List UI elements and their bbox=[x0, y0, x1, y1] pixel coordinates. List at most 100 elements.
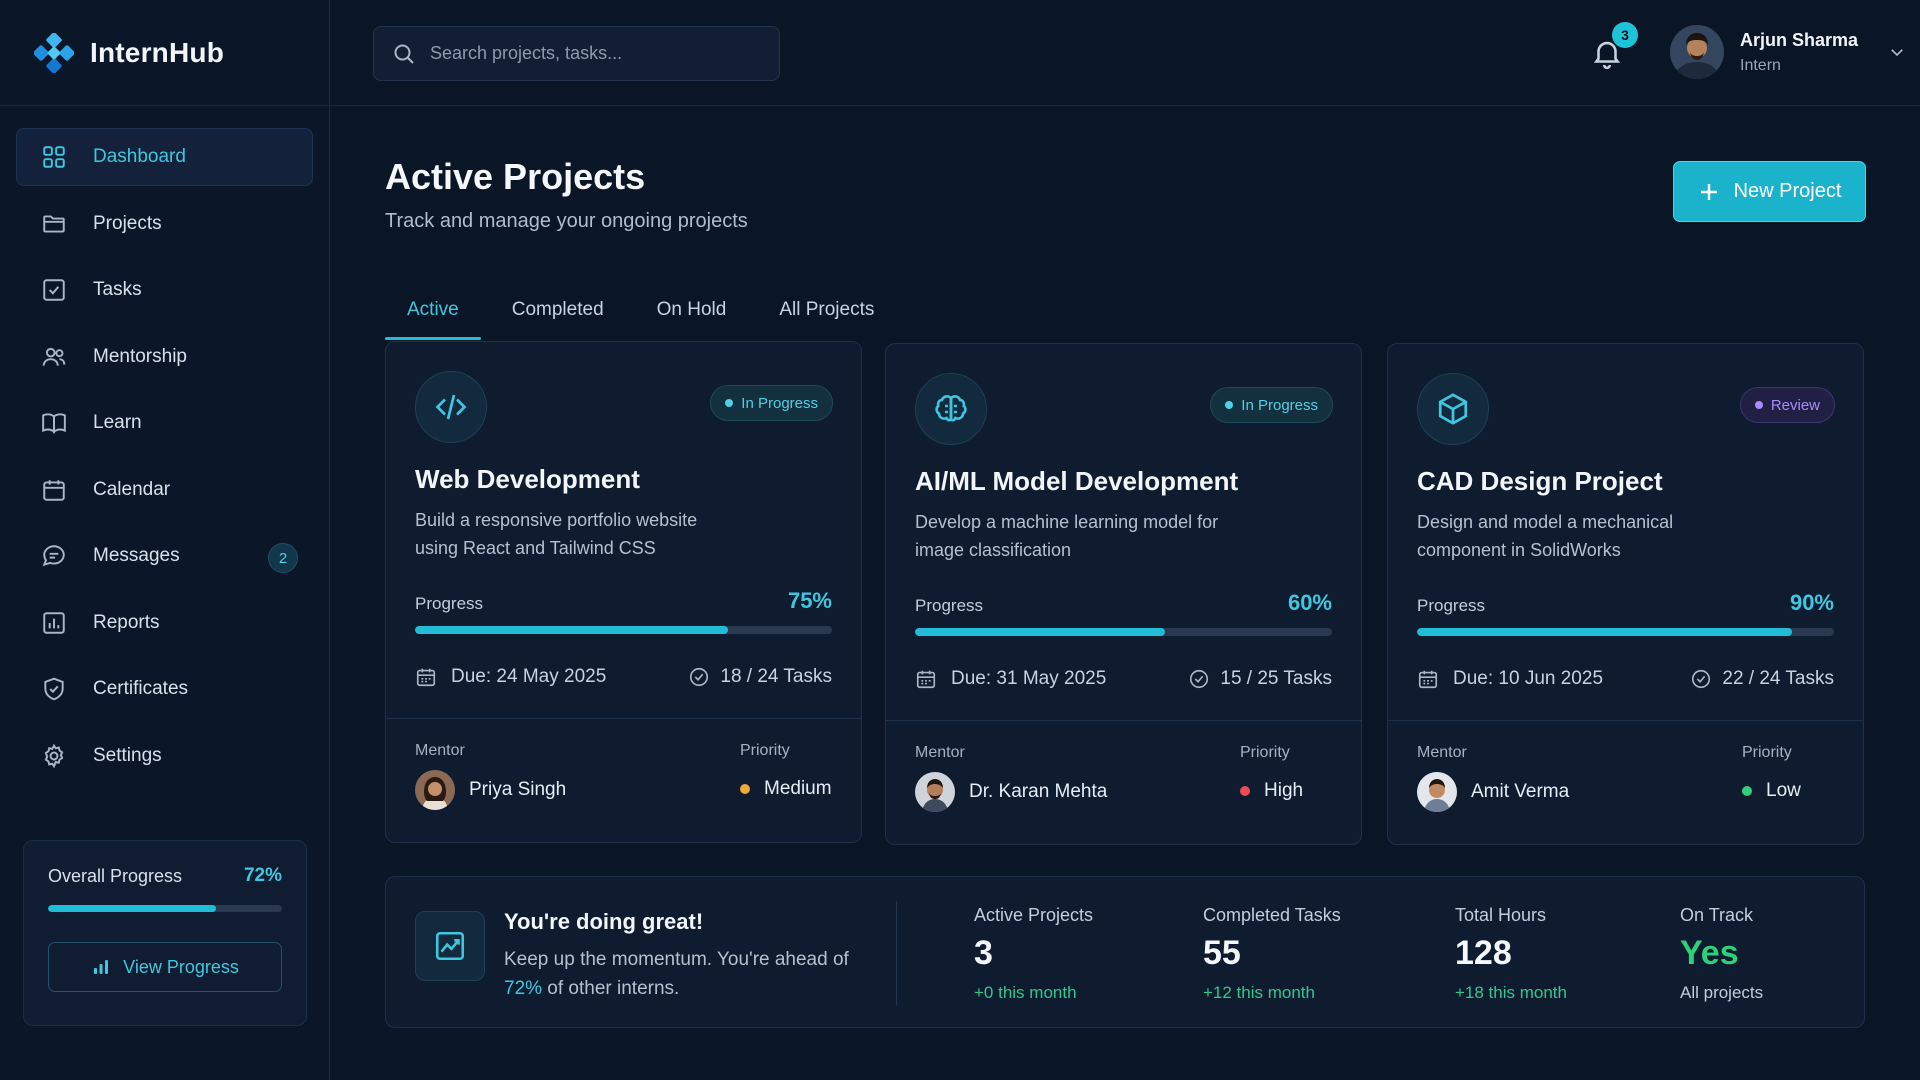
sidebar-item-label: Mentorship bbox=[93, 345, 187, 367]
avatar bbox=[415, 770, 455, 810]
stat-delta: +0 this month bbox=[974, 983, 1077, 1002]
trend-chart-icon bbox=[415, 911, 485, 981]
sidebar-item-dashboard[interactable]: Dashboard bbox=[16, 128, 313, 186]
chevron-down-icon[interactable] bbox=[1888, 43, 1906, 61]
gear-icon bbox=[41, 743, 67, 769]
sidebar-item-certificates[interactable]: Certificates bbox=[16, 660, 313, 718]
priority: High bbox=[1240, 780, 1303, 802]
topbar: 3 Arjun Sharma Intern bbox=[330, 0, 1920, 106]
mentor-name: Amit Verma bbox=[1471, 781, 1570, 802]
sidebar-item-label: Dashboard bbox=[93, 146, 186, 167]
message-icon bbox=[41, 543, 67, 569]
project-description: Build a responsive portfolio website usi… bbox=[415, 510, 698, 558]
stat-value: Yes bbox=[1680, 934, 1739, 972]
mentor[interactable]: Amit Verma bbox=[1417, 772, 1569, 812]
project-cards: In Progress Web Development Build a resp… bbox=[385, 341, 1865, 845]
sidebar-item-mentorship[interactable]: Mentorship bbox=[16, 328, 313, 386]
sidebar-item-calendar[interactable]: Calendar bbox=[16, 461, 313, 519]
summary-highlight: 72% bbox=[504, 978, 543, 999]
sidebar-item-label: Calendar bbox=[93, 478, 171, 500]
due-date-text: Due: 24 May 2025 bbox=[451, 666, 607, 687]
progress-fill bbox=[415, 626, 728, 634]
project-card-cad-design[interactable]: Review CAD Design Project Design and mod… bbox=[1387, 343, 1864, 845]
due-date: Due: 24 May 2025 bbox=[415, 666, 606, 688]
sidebar-item-label: Learn bbox=[93, 412, 142, 433]
stat-delta: +12 this month bbox=[1203, 983, 1315, 1002]
bell-icon[interactable] bbox=[1590, 36, 1624, 70]
calendar-icon bbox=[415, 666, 437, 688]
project-description: Design and model a mechanical component … bbox=[1417, 512, 1674, 560]
due-date: Due: 10 Jun 2025 bbox=[1417, 668, 1603, 690]
progress-value: 90% bbox=[1789, 590, 1834, 615]
calendar-icon bbox=[915, 668, 937, 690]
sidebar-item-messages[interactable]: Messages 2 bbox=[16, 527, 313, 585]
check-circle-icon bbox=[1188, 668, 1210, 690]
sidebar-item-reports[interactable]: Reports bbox=[16, 594, 313, 652]
progress-bar bbox=[915, 628, 1332, 636]
sidebar-item-label: Certificates bbox=[93, 678, 189, 699]
overall-progress-card: Overall Progress 72% View Progress bbox=[23, 840, 307, 1026]
tab-all-projects[interactable]: All Projects bbox=[779, 299, 875, 320]
stat-on-track: On Track Yes All projects bbox=[1680, 905, 1763, 1003]
divider bbox=[896, 901, 897, 1005]
project-card-web-development[interactable]: In Progress Web Development Build a resp… bbox=[385, 341, 862, 843]
check-circle-icon bbox=[688, 666, 710, 688]
sidebar-item-label: Reports bbox=[93, 611, 160, 633]
search-input[interactable] bbox=[430, 43, 760, 64]
new-project-button[interactable]: New Project bbox=[1673, 161, 1866, 222]
avatar bbox=[1417, 772, 1457, 812]
sidebar-item-tasks[interactable]: Tasks bbox=[16, 261, 313, 319]
sidebar-item-learn[interactable]: Learn bbox=[16, 394, 313, 452]
project-title: AI/ML Model Development bbox=[915, 466, 1239, 496]
tab-on-hold[interactable]: On Hold bbox=[656, 299, 727, 320]
brand[interactable]: InternHub bbox=[0, 0, 329, 106]
project-card-ai-ml[interactable]: In Progress AI/ML Model Development Deve… bbox=[885, 343, 1362, 845]
avatar bbox=[915, 772, 955, 812]
priority-value: Medium bbox=[764, 778, 832, 799]
priority-dot bbox=[1240, 786, 1250, 796]
status-badge: In Progress bbox=[710, 385, 833, 421]
page-subtitle: Track and manage your ongoing projects bbox=[385, 210, 748, 232]
progress-fill bbox=[1417, 628, 1793, 636]
priority-label: Priority bbox=[1240, 744, 1290, 761]
user-menu[interactable]: Arjun Sharma Intern bbox=[1670, 25, 1906, 79]
sidebar-item-settings[interactable]: Settings bbox=[16, 727, 313, 785]
view-progress-button[interactable]: View Progress bbox=[48, 942, 282, 992]
stat-value: 55 bbox=[1203, 934, 1241, 972]
search-box[interactable] bbox=[373, 26, 780, 81]
stat-delta: All projects bbox=[1680, 983, 1764, 1002]
priority-label: Priority bbox=[1742, 744, 1792, 761]
brand-name: InternHub bbox=[90, 36, 225, 68]
book-icon bbox=[41, 410, 67, 436]
progress-value: 75% bbox=[787, 588, 832, 613]
brain-icon bbox=[915, 373, 987, 445]
tab-active[interactable]: Active bbox=[385, 286, 481, 340]
stat-label: Total Hours bbox=[1455, 905, 1547, 925]
sidebar-item-projects[interactable]: Projects bbox=[16, 195, 313, 253]
divider bbox=[886, 720, 1361, 721]
sidebar-item-label: Messages bbox=[93, 545, 180, 566]
sidebar-item-label: Tasks bbox=[93, 279, 142, 300]
progress-label: Progress bbox=[915, 596, 984, 615]
project-description: Develop a machine learning model for ima… bbox=[915, 512, 1219, 560]
avatar bbox=[1670, 25, 1724, 79]
priority-dot bbox=[740, 784, 750, 794]
summary-text-before: Keep up the momentum. You're ahead of bbox=[504, 949, 849, 970]
sidebar-item-label: Projects bbox=[93, 212, 162, 234]
sidebar: InternHub Dashboard Projects Tasks Mento… bbox=[0, 0, 330, 1080]
status-dot bbox=[1754, 401, 1763, 409]
mentor-name: Dr. Karan Mehta bbox=[969, 781, 1108, 802]
status-badge: Review bbox=[1739, 387, 1835, 423]
user-name: Arjun Sharma bbox=[1740, 29, 1859, 50]
grid-icon bbox=[41, 144, 67, 170]
overall-progress-fill bbox=[48, 905, 217, 912]
calendar-icon bbox=[1417, 668, 1439, 690]
stat-active-projects: Active Projects 3 +0 this month bbox=[974, 905, 1093, 1003]
overall-progress-bar bbox=[48, 905, 282, 912]
mentor[interactable]: Dr. Karan Mehta bbox=[915, 772, 1107, 812]
mentor[interactable]: Priya Singh bbox=[415, 770, 566, 810]
task-count-text: 15 / 25 Tasks bbox=[1220, 668, 1332, 689]
check-circle-icon bbox=[1690, 668, 1712, 690]
stat-label: On Track bbox=[1680, 905, 1754, 925]
tab-completed[interactable]: Completed bbox=[511, 299, 604, 320]
